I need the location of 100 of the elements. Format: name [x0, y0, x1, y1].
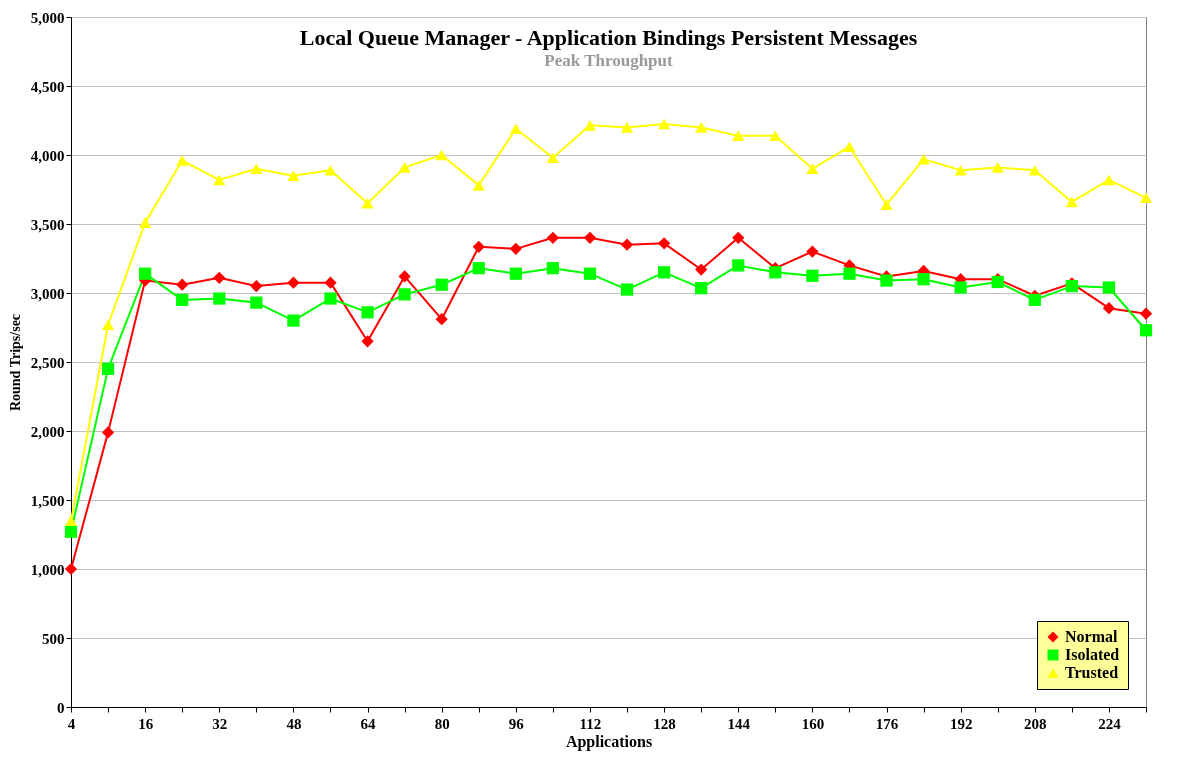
point	[324, 292, 337, 305]
point	[1139, 324, 1153, 337]
legend-label: Normal	[1065, 628, 1118, 645]
point	[1102, 302, 1116, 315]
y-tick-label: 0	[57, 699, 65, 716]
y-tick-label: 5,000	[30, 9, 65, 26]
point	[324, 276, 337, 289]
point	[324, 164, 337, 176]
point	[1065, 196, 1078, 208]
point	[695, 263, 708, 276]
point	[991, 162, 1004, 173]
y-tick-label: 2,500	[30, 354, 65, 371]
point	[398, 288, 411, 301]
x-tick-label: 96	[508, 715, 525, 732]
y-axis-title: Round Trips/sec	[7, 313, 23, 412]
point	[250, 163, 263, 175]
point	[287, 314, 300, 327]
point	[1102, 281, 1116, 294]
text: Peak Throughput	[544, 51, 674, 70]
point	[583, 231, 597, 244]
x-tick-label: 112	[579, 715, 602, 732]
legend-label: Trusted	[1065, 664, 1119, 681]
point	[139, 267, 152, 280]
x-tick-label: 80	[434, 715, 450, 732]
x-tick-label: 48	[286, 715, 302, 732]
y-tick-label: 1,000	[30, 561, 65, 578]
point	[213, 292, 226, 305]
y-tick-label: 4,000	[30, 147, 65, 164]
point	[509, 242, 522, 255]
point	[287, 170, 300, 181]
point	[64, 562, 78, 576]
chart-title: Local Queue Manager - Application Bindings Persistent Messages	[299, 25, 918, 50]
point	[361, 198, 374, 209]
point	[361, 306, 374, 319]
y-tick-label: 500	[42, 630, 65, 647]
point	[287, 276, 300, 289]
point	[64, 525, 78, 538]
x-tick-label: 224	[1098, 715, 1122, 732]
point	[435, 149, 448, 161]
point	[880, 199, 893, 210]
point	[695, 282, 708, 295]
point	[769, 130, 782, 141]
x-tick-label: 208	[1024, 715, 1047, 732]
x-axis-title: Applications	[565, 732, 653, 751]
point	[546, 262, 560, 275]
point	[583, 120, 597, 131]
point	[546, 231, 560, 244]
point	[509, 267, 522, 280]
point	[64, 515, 78, 526]
point	[435, 278, 448, 291]
point	[546, 152, 560, 164]
x-tick-label: 4	[67, 715, 76, 732]
x-tick-label: 16	[138, 715, 154, 732]
point	[176, 278, 189, 291]
point	[509, 123, 522, 135]
point	[917, 273, 930, 286]
point	[806, 163, 819, 175]
y-tick-label: 3,000	[30, 285, 65, 302]
point	[917, 153, 930, 165]
point	[732, 130, 745, 141]
y-tick-label: 2,000	[30, 423, 65, 440]
point	[880, 274, 893, 287]
point	[250, 279, 263, 293]
point	[1139, 192, 1153, 204]
point	[843, 267, 856, 280]
point	[398, 270, 411, 283]
x-tick-label: 128	[653, 715, 676, 732]
point	[620, 283, 634, 296]
point	[213, 271, 226, 284]
point	[176, 155, 189, 166]
point	[472, 240, 485, 253]
point	[1102, 174, 1116, 186]
x-tick-label: 176	[875, 715, 899, 732]
point	[695, 122, 708, 133]
point	[101, 362, 115, 376]
point	[101, 319, 115, 331]
point	[1028, 164, 1041, 176]
point	[472, 262, 485, 275]
x-tick-label: 32	[212, 715, 228, 732]
point	[213, 174, 226, 186]
point	[398, 162, 411, 173]
point	[176, 293, 189, 307]
y-tick-label: 1,500	[30, 492, 65, 509]
point	[954, 164, 967, 176]
point	[1028, 293, 1041, 307]
y-tick-label: 3,500	[30, 216, 65, 233]
point	[954, 281, 967, 294]
legend-label: Isolated	[1065, 646, 1120, 663]
point	[620, 238, 634, 251]
point	[657, 266, 671, 279]
x-tick-label: 160	[801, 715, 825, 732]
x-tick-label: 192	[949, 715, 973, 732]
point	[435, 313, 448, 326]
point	[101, 426, 115, 439]
point	[769, 266, 782, 279]
point	[620, 122, 634, 133]
x-tick-label: 64	[360, 715, 377, 732]
point	[806, 269, 819, 282]
point	[583, 267, 597, 280]
point	[732, 231, 745, 244]
